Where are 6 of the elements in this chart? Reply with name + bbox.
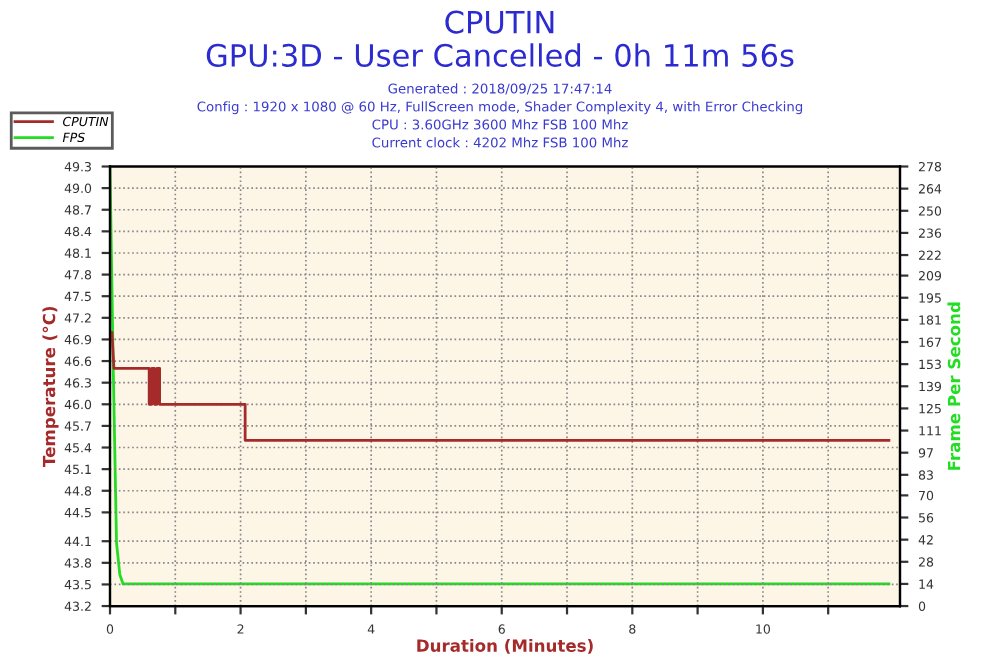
chart-title: CPUTIN	[445, 10, 554, 34]
y-axis-title: Temperature (°C)	[42, 306, 59, 467]
chart-subtitle: GPU:3D - User Cancelled - 0h 11m 56s	[206, 43, 794, 67]
x-axis-title: Duration (Minutes)	[417, 638, 593, 654]
line-series	[110, 330, 891, 442]
y2-axis-title: Frame Per Second	[947, 302, 961, 470]
